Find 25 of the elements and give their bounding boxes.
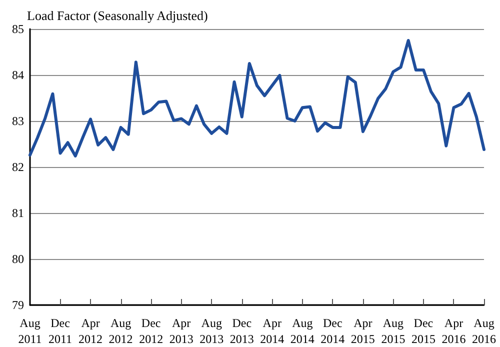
- x-tick-label: Dec 2013: [230, 316, 254, 346]
- y-tick-label: 82: [12, 160, 24, 174]
- y-tick-label: 83: [12, 114, 24, 128]
- x-tick-label: Apr 2014: [260, 316, 284, 346]
- y-tick-label: 81: [12, 206, 24, 220]
- x-tick-label: Dec 2012: [139, 316, 164, 346]
- x-tick-label: Dec 2015: [411, 316, 436, 346]
- x-tick-label: Aug 2011: [18, 316, 42, 346]
- x-tick-label: Apr 2013: [169, 316, 194, 346]
- x-tick-label: Aug 2013: [200, 316, 224, 346]
- x-tick-label: Dec 2011: [48, 316, 72, 346]
- y-tick-label: 84: [12, 68, 24, 82]
- x-tick-label: Dec 2014: [320, 316, 345, 346]
- y-tick-label: 85: [12, 22, 24, 36]
- y-tick-label: 80: [12, 252, 24, 266]
- x-tick-label: Aug 2015: [381, 316, 406, 346]
- x-tick-label: Aug 2012: [108, 316, 133, 346]
- x-tick-label: Apr 2012: [78, 316, 103, 346]
- x-tick-label: Apr 2015: [350, 316, 375, 346]
- chart-title: Load Factor (Seasonally Adjusted): [27, 8, 208, 23]
- x-tick-label: Apr 2016: [442, 316, 466, 346]
- x-tick-label: Aug 2016: [472, 316, 496, 346]
- y-tick-label: 79: [12, 298, 24, 312]
- x-tick-label: Aug 2014: [290, 316, 314, 346]
- line-series: [28, 39, 486, 158]
